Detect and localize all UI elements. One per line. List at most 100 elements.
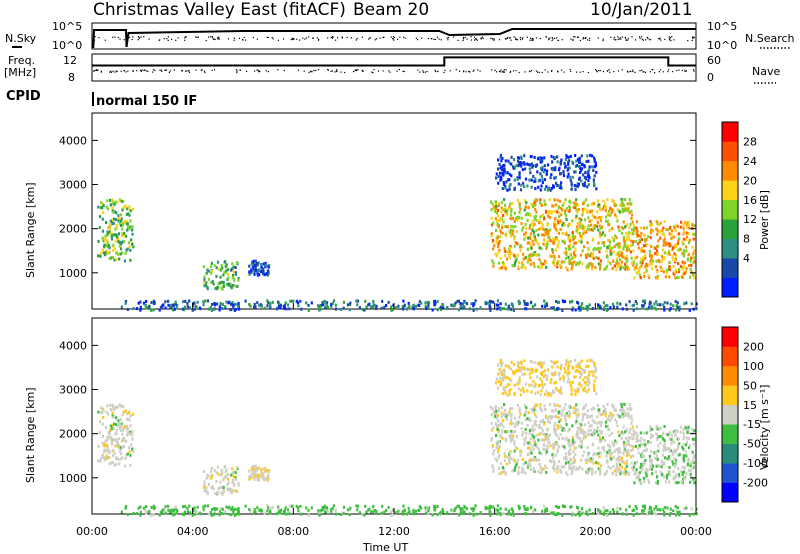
nave-dot bbox=[692, 69, 695, 71]
echo-cell bbox=[653, 306, 656, 310]
nave-dot bbox=[449, 70, 451, 72]
echo-cell bbox=[406, 307, 409, 311]
echo-cell bbox=[500, 373, 503, 376]
echo-cell bbox=[673, 244, 676, 248]
echo-cell bbox=[581, 467, 584, 471]
echo-cell bbox=[380, 511, 383, 515]
echo-cell bbox=[511, 229, 515, 233]
echo-cell bbox=[662, 239, 665, 243]
nsearch-dot bbox=[498, 39, 501, 41]
echo-cell bbox=[644, 239, 647, 243]
echo-cell bbox=[120, 199, 123, 203]
echo-cell bbox=[596, 210, 599, 214]
echo-cell bbox=[623, 197, 626, 201]
echo-cell bbox=[630, 421, 633, 425]
echo-cell bbox=[629, 455, 632, 459]
echo-cell bbox=[111, 218, 114, 222]
echo-cell bbox=[654, 452, 657, 455]
echo-cell bbox=[564, 363, 567, 366]
echo-cell bbox=[497, 450, 500, 453]
echo-cell bbox=[578, 260, 581, 264]
echo-cell bbox=[164, 300, 167, 304]
echo-cell bbox=[590, 219, 593, 222]
echo-cell bbox=[545, 232, 549, 236]
echo-cell bbox=[106, 232, 109, 235]
nave-dot bbox=[95, 69, 97, 71]
echo-cell bbox=[575, 364, 578, 368]
echo-cell bbox=[542, 238, 546, 242]
echo-cell bbox=[585, 460, 588, 464]
echo-cell bbox=[330, 509, 333, 513]
echo-cell bbox=[495, 416, 498, 420]
echo-cell bbox=[656, 276, 659, 280]
echo-cell bbox=[591, 228, 594, 232]
echo-cell bbox=[535, 403, 539, 407]
nave-dot bbox=[120, 70, 122, 72]
echo-cell bbox=[523, 438, 526, 441]
echo-cell bbox=[539, 226, 542, 230]
echo-cell bbox=[559, 219, 562, 223]
echo-cell bbox=[222, 489, 225, 493]
echo-cell bbox=[159, 511, 162, 515]
echo-cell bbox=[589, 457, 592, 461]
echo-cell bbox=[580, 442, 583, 446]
echo-cell bbox=[264, 466, 267, 470]
echo-cell bbox=[609, 451, 612, 455]
echo-cell bbox=[105, 238, 109, 242]
echo-cell bbox=[574, 453, 577, 457]
echo-cell bbox=[175, 511, 178, 515]
nave-dot bbox=[371, 71, 373, 73]
nave-dot bbox=[563, 71, 565, 73]
echo-cell bbox=[297, 304, 300, 308]
echo-cell bbox=[632, 428, 635, 432]
echo-cell bbox=[642, 463, 645, 467]
echo-cell bbox=[692, 437, 696, 441]
echo-cell bbox=[425, 512, 428, 516]
echo-cell bbox=[325, 506, 328, 510]
echo-cell bbox=[685, 238, 688, 242]
echo-cell bbox=[619, 267, 622, 271]
nave-dot bbox=[627, 70, 629, 72]
echo-cell bbox=[655, 307, 658, 311]
echo-cell bbox=[117, 219, 120, 223]
echo-cell bbox=[610, 211, 613, 215]
echo-cell bbox=[616, 219, 619, 223]
echo-cell bbox=[662, 475, 665, 479]
nave-dot bbox=[417, 69, 419, 71]
echo-cell bbox=[257, 271, 260, 275]
echo-cell bbox=[105, 410, 108, 414]
nsearch-dot bbox=[267, 36, 269, 39]
echo-cell bbox=[620, 436, 624, 440]
echo-cell bbox=[668, 268, 671, 272]
echo-cell bbox=[637, 246, 640, 250]
echo-cell bbox=[115, 251, 118, 255]
echo-cell bbox=[126, 228, 129, 232]
echo-cell bbox=[565, 252, 568, 256]
echo-cell bbox=[680, 480, 683, 484]
echo-cell bbox=[542, 443, 546, 447]
echo-cell bbox=[653, 511, 656, 515]
echo-cell bbox=[530, 178, 533, 182]
echo-cell bbox=[559, 263, 562, 267]
echo-cell bbox=[496, 504, 499, 508]
nave-dot bbox=[465, 71, 467, 73]
echo-cell bbox=[620, 197, 623, 201]
nsearch-dot bbox=[692, 37, 694, 39]
echo-cell bbox=[657, 230, 660, 234]
echo-cell bbox=[249, 304, 252, 308]
echo-cell bbox=[631, 232, 634, 236]
echo-cell bbox=[556, 245, 559, 249]
nsearch-dot bbox=[393, 39, 395, 41]
nave-dot bbox=[434, 69, 436, 71]
echo-cell bbox=[623, 244, 626, 248]
echo-cell bbox=[252, 472, 256, 476]
echo-cell bbox=[507, 159, 510, 163]
echo-cell bbox=[244, 299, 247, 303]
echo-cell bbox=[552, 409, 555, 413]
echo-cell bbox=[203, 489, 206, 493]
nave-dot bbox=[509, 70, 512, 72]
colorbar-tick-label: 4 bbox=[743, 252, 750, 265]
echo-cell bbox=[572, 201, 575, 205]
echo-cell bbox=[551, 415, 554, 419]
echo-cell bbox=[498, 444, 501, 448]
